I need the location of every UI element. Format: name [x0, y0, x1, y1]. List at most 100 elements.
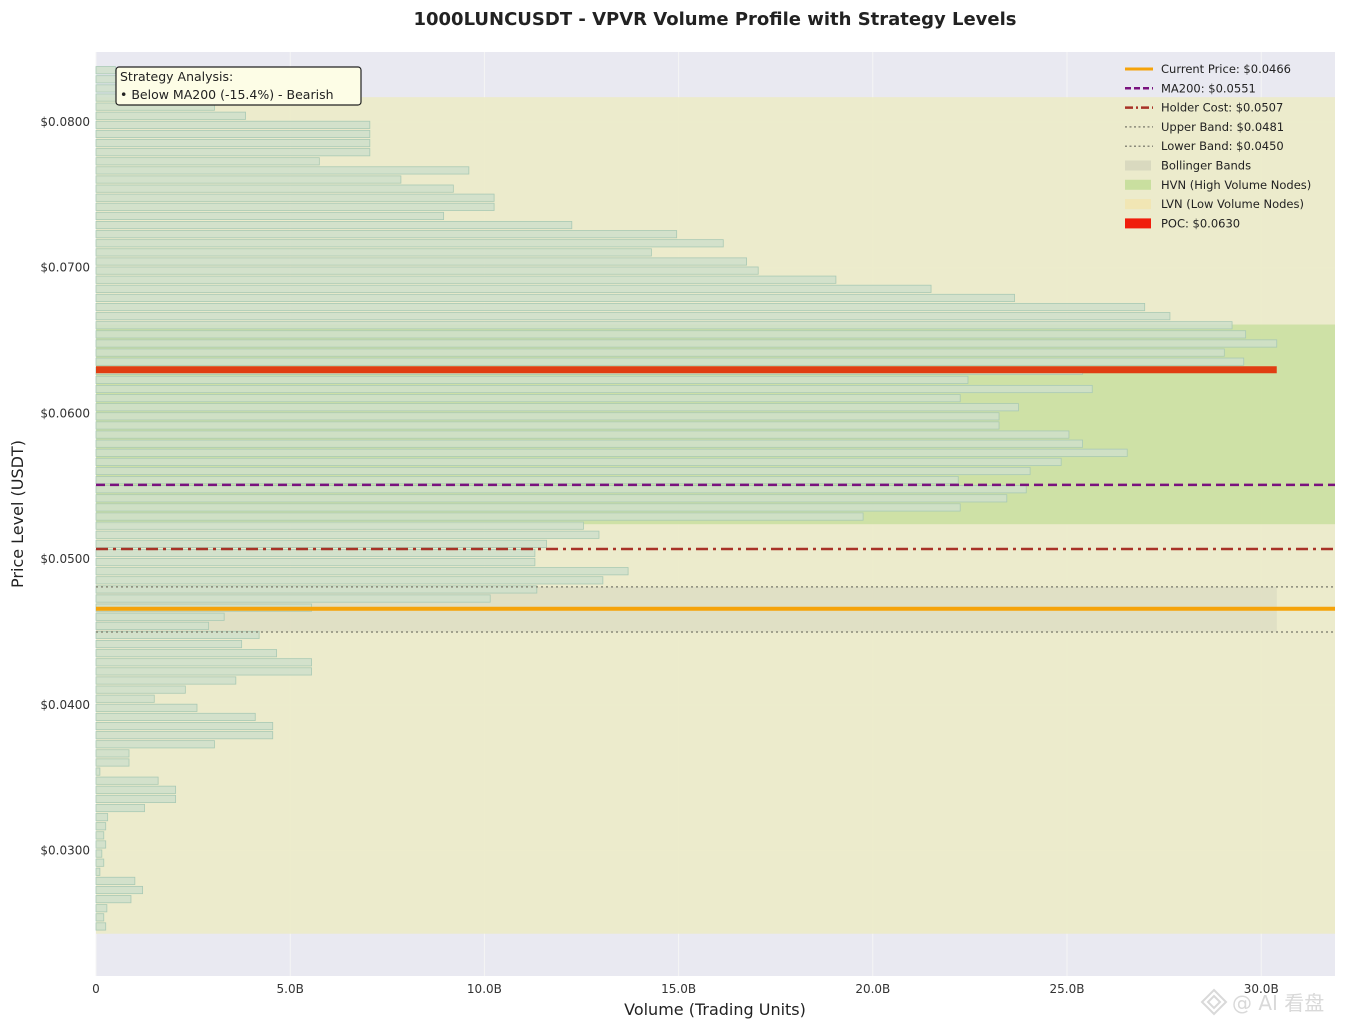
strategy-level-lines: [96, 366, 1335, 633]
volume-bar-56: [95, 412, 1000, 421]
strategy-annotation: Strategy Analysis: • Below MA200 (-15.4%…: [115, 66, 362, 106]
volume-bar-45: [95, 512, 864, 521]
volume-bar-73: [95, 257, 747, 266]
annotation-line: • Below MA200 (-15.4%) - Bearish: [120, 87, 334, 102]
volume-bar-18: [95, 758, 130, 767]
volume-bar-39: [95, 567, 629, 576]
volume-bar-85: [95, 148, 371, 157]
volume-bar-24: [95, 703, 198, 712]
volume-bar-66: [95, 321, 1233, 330]
volume-bars: [95, 66, 1278, 931]
y-axis-ticks: $0.0300 $0.0400 $0.0500 $0.0600 $0.0700 $0.08…: [40, 115, 90, 858]
volume-bar-86: [95, 139, 371, 148]
volume-bar-80: [95, 193, 495, 202]
legend-label-hvn: HVN (High Volume Nodes): [1161, 178, 1311, 192]
volume-bar-88: [95, 120, 371, 129]
volume-bar-47: [95, 494, 1008, 503]
volume-bar-3: [95, 895, 132, 904]
volume-bar-42: [95, 539, 547, 548]
volume-bar-72: [95, 266, 759, 275]
volume-bar-11: [95, 822, 107, 831]
y-tick-label-4: $0.0700: [40, 261, 90, 275]
volume-bar-53: [95, 439, 1083, 448]
annotation-box: [115, 66, 362, 106]
volume-bar-82: [95, 175, 402, 184]
volume-bar-89: [95, 111, 246, 120]
volume-bar-9: [95, 840, 107, 849]
volume-bar-49: [95, 476, 959, 485]
volume-bar-0: [95, 922, 107, 931]
volume-bar-46: [95, 503, 961, 512]
volume-bar-77: [95, 221, 573, 230]
volume-bar-68: [95, 303, 1146, 312]
volume-bar-7: [95, 858, 105, 867]
volume-bar-94: [95, 66, 116, 75]
x-axis-label: Volume (Trading Units): [624, 1000, 806, 1019]
volume-bar-19: [95, 749, 130, 758]
legend-swatch-bollinger: [1125, 160, 1151, 171]
watermark-logo-icon: [1200, 988, 1228, 1016]
volume-bar-13: [95, 803, 145, 813]
volume-bar-76: [95, 230, 678, 239]
volume-bar-64: [95, 339, 1278, 348]
x-tick-label-2: 10.0B: [467, 982, 502, 996]
volume-bar-71: [95, 275, 837, 284]
volume-bar-74: [95, 248, 652, 257]
volume-bar-25: [95, 694, 155, 703]
volume-bar-12: [95, 813, 109, 822]
volume-bar-57: [95, 403, 1019, 412]
volume-bar-23: [95, 712, 256, 721]
volume-bar-69: [95, 293, 1015, 302]
volume-bar-30: [95, 649, 278, 658]
volume-bar-67: [95, 312, 1171, 321]
watermark-text: @ AI 看盘: [1232, 991, 1324, 1015]
volume-bar-48: [95, 485, 1027, 494]
volume-bar-34: [95, 612, 225, 621]
volume-bar-62: [95, 357, 1245, 366]
volume-bar-36: [95, 594, 491, 603]
legend-label-upper-band-line: Upper Band: $0.0481: [1161, 120, 1284, 134]
volume-bar-37: [95, 585, 538, 594]
volume-bar-1: [95, 913, 105, 922]
annotation-title: Strategy Analysis:: [120, 69, 233, 84]
legend-label-poc: POC: $0.0630: [1161, 216, 1240, 230]
volume-bar-51: [95, 457, 1062, 466]
volume-bar-44: [95, 521, 584, 530]
legend-label-bollinger: Bollinger Bands: [1161, 159, 1251, 173]
volume-bar-52: [95, 448, 1128, 457]
x-tick-label-1: 5.0B: [277, 982, 304, 996]
volume-bar-59: [95, 384, 1093, 394]
volume-bar-6: [95, 867, 101, 876]
volume-bar-79: [95, 202, 495, 211]
y-tick-label-5: $0.0800: [40, 115, 90, 129]
x-tick-label-5: 25.0B: [1050, 982, 1085, 996]
volume-bar-70: [95, 284, 932, 293]
volume-bar-50: [95, 466, 1031, 476]
y-tick-label-0: $0.0300: [40, 844, 90, 858]
volume-bar-28: [95, 667, 312, 676]
legend-label-lower-band-line: Lower Band: $0.0450: [1161, 139, 1284, 153]
volume-bar-22: [95, 722, 274, 731]
volume-bar-54: [95, 430, 1070, 439]
watermark: @ AI 看盘: [1200, 988, 1324, 1016]
x-tick-label-3: 15.0B: [661, 982, 696, 996]
y-tick-label-1: $0.0400: [40, 698, 90, 712]
volume-bar-83: [95, 166, 470, 175]
volume-bar-27: [95, 676, 237, 685]
volume-bar-15: [95, 785, 177, 794]
volume-bar-29: [95, 658, 312, 667]
volume-bar-17: [95, 767, 101, 776]
legend-label-ma200-line: MA200: $0.0551: [1161, 81, 1256, 95]
volume-bar-60: [95, 375, 969, 384]
volume-bar-87: [95, 129, 371, 139]
volume-bar-26: [95, 685, 186, 694]
legend-label-current-price-line: Current Price: $0.0466: [1161, 62, 1291, 76]
volume-bar-84: [95, 157, 320, 166]
x-tick-label-6: 30.0B: [1244, 982, 1279, 996]
legend-label-holder-cost-line: Holder Cost: $0.0507: [1161, 101, 1283, 115]
chart-title: 1000LUNCUSDT - VPVR Volume Profile with …: [413, 9, 1016, 30]
volume-bar-16: [95, 776, 159, 785]
volume-bar-38: [95, 576, 604, 585]
volume-bar-41: [95, 548, 536, 558]
